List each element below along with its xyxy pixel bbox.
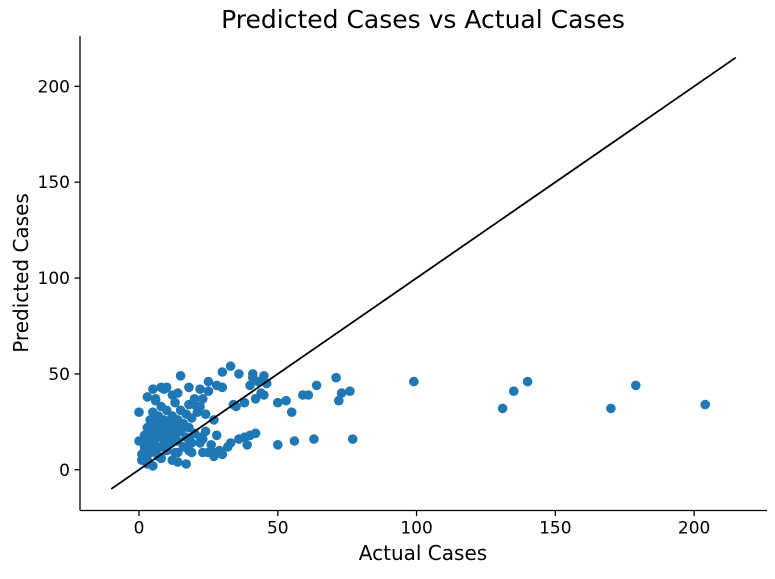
scatter-point — [200, 426, 211, 437]
y-tick-label: 200 — [38, 77, 70, 97]
scatter-point — [334, 395, 344, 406]
scatter-point — [148, 461, 158, 471]
scatter-point — [347, 434, 358, 444]
y-tick-label: 150 — [38, 173, 70, 193]
scatter-point — [336, 388, 347, 398]
scatter-point — [189, 394, 200, 404]
scatter-point — [198, 394, 208, 404]
scatter-point — [606, 403, 616, 414]
scatter-point — [289, 436, 300, 446]
scatter-point — [497, 403, 508, 414]
scatter-point — [170, 397, 180, 408]
scatter-point — [184, 382, 194, 393]
scatter-point — [186, 447, 197, 458]
scatter-point — [173, 457, 183, 467]
identity-line — [110, 56, 737, 490]
x-tick-label: 50 — [267, 519, 289, 539]
scatter-point — [409, 376, 419, 387]
scatter-point — [522, 376, 533, 387]
scatter-point — [206, 440, 216, 450]
scatter-point — [311, 380, 322, 391]
scatter-point — [148, 384, 158, 395]
x-axis-label: Actual Cases — [359, 541, 487, 565]
scatter-point — [198, 434, 208, 444]
y-tick-label: 100 — [38, 269, 70, 289]
scatter-point — [248, 369, 258, 379]
scatter-point — [242, 440, 252, 450]
x-tick-label: 0 — [134, 519, 145, 539]
scatter-point — [175, 371, 186, 381]
chart-title: Predicted Cases vs Actual Cases — [221, 5, 625, 34]
scatter-point — [259, 390, 269, 400]
scatter-point — [142, 392, 153, 402]
scatter-point — [245, 380, 255, 391]
scatter-point — [286, 407, 297, 418]
x-axis-ticks: 0 50 100 150 200 — [134, 510, 710, 539]
scatter-point — [508, 386, 519, 397]
scatter-point — [217, 382, 228, 393]
scatter-point — [203, 386, 214, 397]
y-tick-label: 50 — [48, 365, 70, 385]
scatter-point — [309, 434, 319, 444]
scatter-point — [186, 438, 197, 448]
scatter-point — [250, 428, 261, 439]
x-tick-label: 200 — [678, 519, 710, 539]
scatter-point — [181, 459, 191, 469]
scatter-point — [261, 378, 272, 389]
scatter-point — [161, 382, 172, 393]
scatter-point — [225, 438, 236, 448]
scatter-point — [281, 395, 291, 406]
scatter-point — [195, 401, 205, 412]
scatter-point — [225, 361, 236, 372]
scatter-point — [345, 386, 355, 397]
scatter-point — [195, 384, 205, 395]
y-axis-ticks: 0 50 100 150 200 — [38, 77, 80, 481]
scatter-point — [273, 440, 283, 450]
scatter-point — [134, 407, 144, 418]
scatter-point — [303, 390, 314, 400]
scatter-point — [331, 372, 341, 383]
scatter-point — [150, 394, 161, 404]
y-axis-label: Predicted Cases — [9, 193, 33, 353]
scatter-point — [700, 399, 710, 410]
scatter-point — [631, 380, 641, 391]
scatter-point — [273, 397, 283, 408]
y-tick-label: 0 — [59, 461, 70, 481]
scatter-point — [217, 367, 228, 377]
scatter-point — [234, 369, 244, 379]
scatter-point — [203, 376, 214, 387]
scatter-point — [209, 415, 219, 425]
scatter-point — [211, 430, 222, 441]
scatter-point — [173, 388, 183, 398]
scatter-point — [239, 397, 250, 408]
scatter-point — [217, 449, 228, 460]
scatter-points — [134, 361, 710, 471]
x-tick-label: 150 — [539, 519, 571, 539]
scatter-point — [200, 409, 211, 420]
x-tick-label: 100 — [400, 519, 432, 539]
scatter-point — [259, 371, 269, 381]
